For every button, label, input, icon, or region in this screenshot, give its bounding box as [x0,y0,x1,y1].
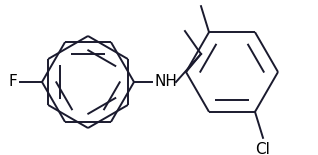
Text: F: F [8,75,17,89]
Text: Cl: Cl [256,142,270,155]
Text: Cl: Cl [194,0,208,2]
Text: NH: NH [154,75,177,89]
